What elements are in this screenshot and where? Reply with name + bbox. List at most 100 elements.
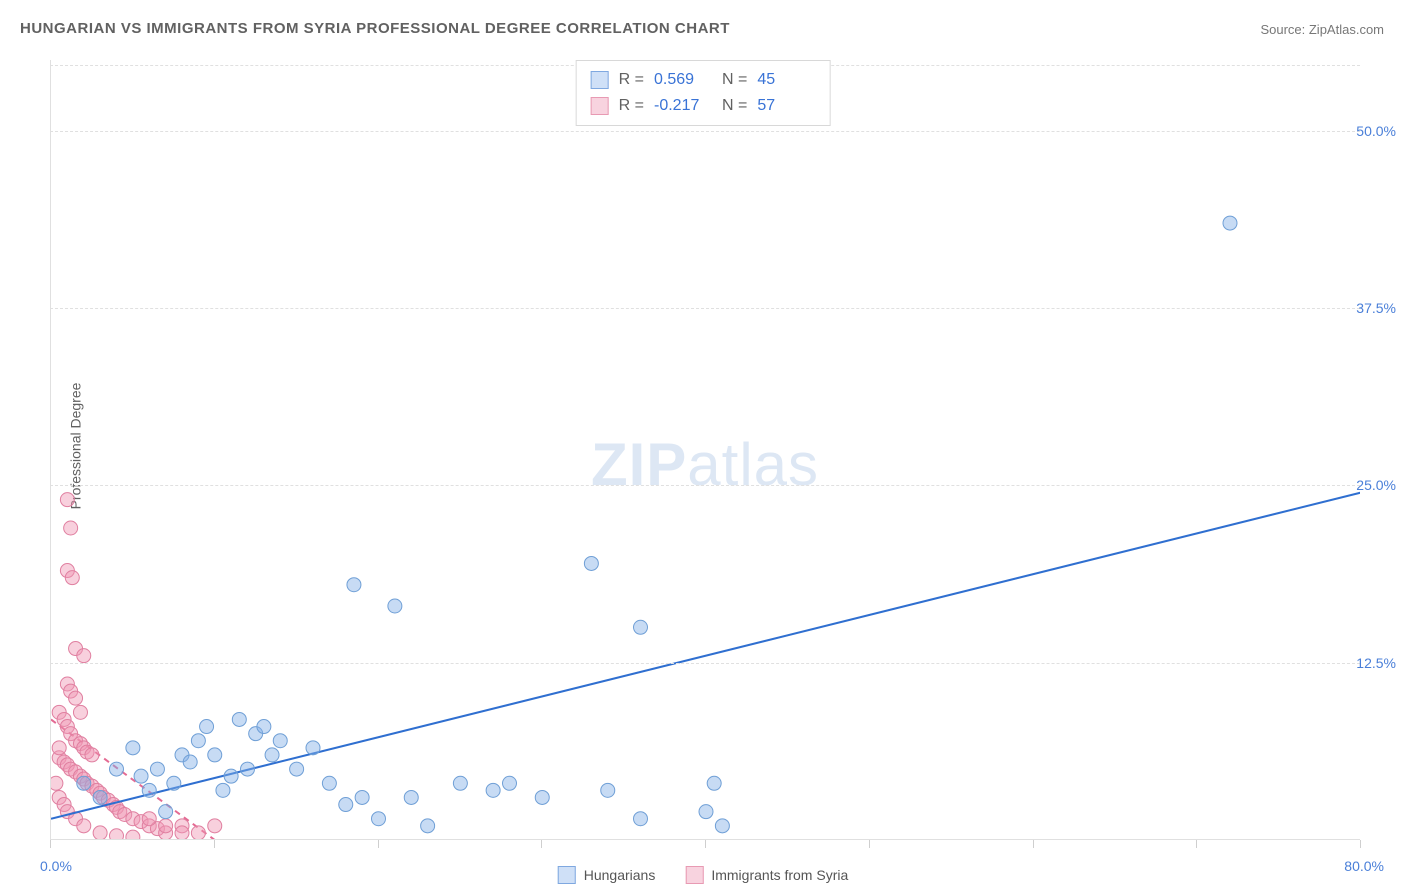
- x-axis-min-label: 0.0%: [40, 858, 72, 874]
- gridline: [50, 131, 1360, 132]
- series-legend: Hungarians Immigrants from Syria: [558, 866, 849, 884]
- data-point: [634, 812, 648, 826]
- data-point: [142, 812, 156, 826]
- scatter-plot: [50, 60, 1360, 840]
- data-point: [339, 798, 353, 812]
- data-point: [52, 741, 66, 755]
- data-point: [110, 762, 124, 776]
- data-point: [265, 748, 279, 762]
- n-value: 45: [757, 67, 815, 93]
- data-point: [404, 790, 418, 804]
- data-point: [453, 776, 467, 790]
- data-point: [224, 769, 238, 783]
- data-point: [241, 762, 255, 776]
- y-tick-label: 25.0%: [1356, 477, 1396, 493]
- chart-area: ZIPatlas: [50, 60, 1360, 840]
- data-point: [388, 599, 402, 613]
- x-tick-mark: [869, 840, 870, 848]
- y-tick-label: 50.0%: [1356, 123, 1396, 139]
- data-point: [372, 812, 386, 826]
- stats-row: R = -0.217 N = 57: [591, 93, 816, 119]
- data-point: [159, 805, 173, 819]
- data-point: [110, 829, 124, 840]
- n-label: N =: [722, 67, 747, 93]
- data-point: [191, 734, 205, 748]
- data-point: [208, 819, 222, 833]
- data-point: [699, 805, 713, 819]
- x-tick-mark: [214, 840, 215, 848]
- data-point: [200, 720, 214, 734]
- data-point: [126, 830, 140, 840]
- data-point: [73, 705, 87, 719]
- data-point: [93, 826, 107, 840]
- data-point: [159, 819, 173, 833]
- chart-title: HUNGARIAN VS IMMIGRANTS FROM SYRIA PROFE…: [20, 20, 730, 37]
- x-tick-mark: [705, 840, 706, 848]
- r-value: -0.217: [654, 93, 712, 119]
- series-swatch: [591, 97, 609, 115]
- legend-label: Immigrants from Syria: [711, 867, 848, 883]
- r-value: 0.569: [654, 67, 712, 93]
- r-label: R =: [619, 67, 644, 93]
- data-point: [1223, 216, 1237, 230]
- data-point: [216, 783, 230, 797]
- stats-legend-box: R = 0.569 N = 45 R = -0.217 N = 57: [576, 60, 831, 126]
- x-tick-mark: [1360, 840, 1361, 848]
- data-point: [707, 776, 721, 790]
- n-value: 57: [757, 93, 815, 119]
- gridline: [50, 485, 1360, 486]
- data-point: [191, 826, 205, 840]
- data-point: [77, 649, 91, 663]
- data-point: [126, 741, 140, 755]
- legend-swatch: [685, 866, 703, 884]
- data-point: [93, 790, 107, 804]
- x-tick-mark: [378, 840, 379, 848]
- n-label: N =: [722, 93, 747, 119]
- data-point: [355, 790, 369, 804]
- data-point: [175, 826, 189, 840]
- x-tick-mark: [541, 840, 542, 848]
- data-point: [208, 748, 222, 762]
- data-point: [322, 776, 336, 790]
- gridline: [50, 308, 1360, 309]
- r-label: R =: [619, 93, 644, 119]
- data-point: [306, 741, 320, 755]
- source-attribution: Source: ZipAtlas.com: [1260, 22, 1384, 37]
- data-point: [65, 571, 79, 585]
- y-tick-label: 12.5%: [1356, 655, 1396, 671]
- x-axis-max-label: 80.0%: [1344, 858, 1384, 874]
- data-point: [134, 769, 148, 783]
- x-tick-mark: [1196, 840, 1197, 848]
- data-point: [85, 748, 99, 762]
- x-tick-mark: [50, 840, 51, 848]
- data-point: [715, 819, 729, 833]
- data-point: [584, 556, 598, 570]
- gridline: [50, 663, 1360, 664]
- y-tick-label: 37.5%: [1356, 300, 1396, 316]
- data-point: [290, 762, 304, 776]
- data-point: [257, 720, 271, 734]
- legend-item: Immigrants from Syria: [685, 866, 848, 884]
- legend-label: Hungarians: [584, 867, 656, 883]
- data-point: [503, 776, 517, 790]
- data-point: [142, 783, 156, 797]
- data-point: [167, 776, 181, 790]
- data-point: [50, 776, 63, 790]
- data-point: [486, 783, 500, 797]
- data-point: [150, 762, 164, 776]
- data-point: [77, 819, 91, 833]
- data-point: [535, 790, 549, 804]
- data-point: [232, 712, 246, 726]
- data-point: [347, 578, 361, 592]
- data-point: [69, 691, 83, 705]
- data-point: [60, 493, 74, 507]
- data-point: [601, 783, 615, 797]
- stats-row: R = 0.569 N = 45: [591, 67, 816, 93]
- data-point: [421, 819, 435, 833]
- data-point: [77, 776, 91, 790]
- legend-item: Hungarians: [558, 866, 656, 884]
- series-swatch: [591, 71, 609, 89]
- data-point: [634, 620, 648, 634]
- data-point: [64, 521, 78, 535]
- data-point: [273, 734, 287, 748]
